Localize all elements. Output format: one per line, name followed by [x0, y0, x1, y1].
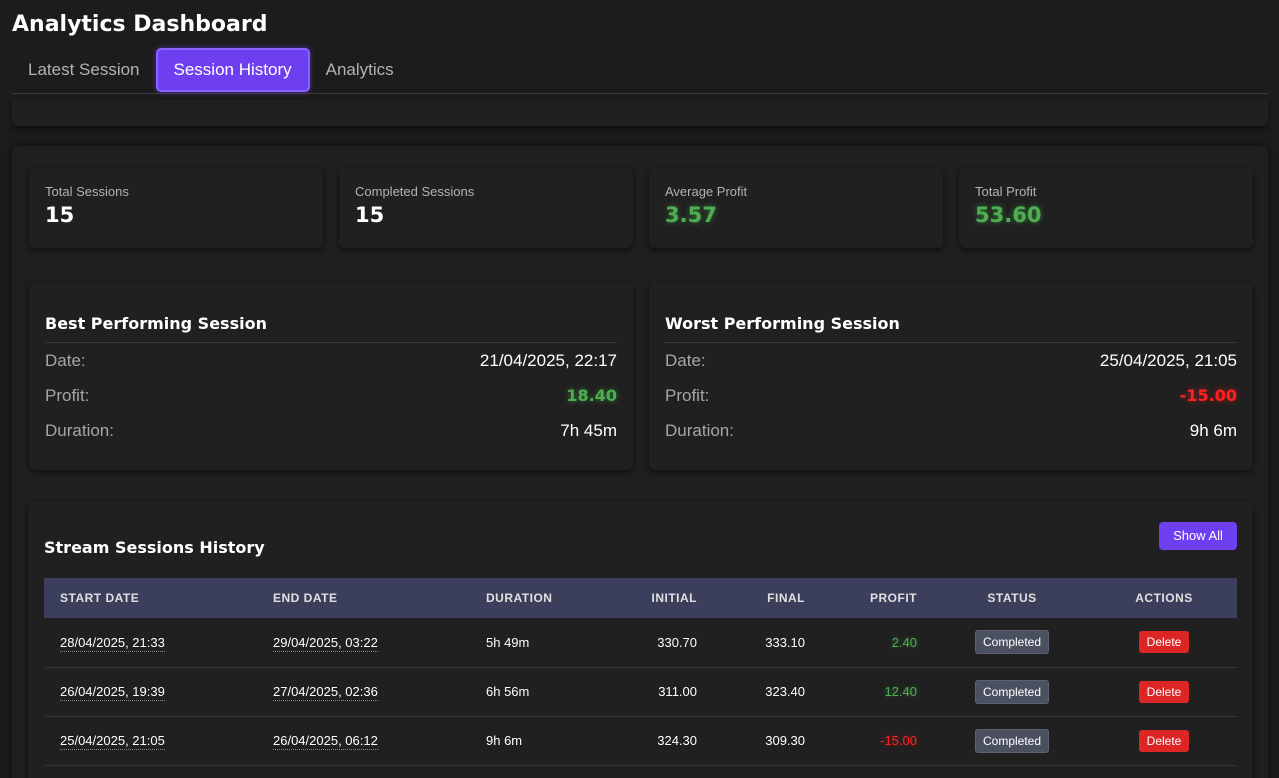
delete-button[interactable]: Delete	[1138, 680, 1190, 703]
status-badge: Completed	[974, 630, 1050, 655]
start-date-cell: 26/04/2025, 19:39	[44, 667, 257, 716]
best-session-card: Best Performing Session Date: 21/04/2025…	[29, 282, 633, 470]
stat-label: Completed Sessions	[355, 184, 475, 199]
delete-button[interactable]: Delete	[1138, 631, 1190, 654]
stat-value: 53.60	[975, 203, 1042, 227]
stat-value: 3.57	[665, 203, 717, 227]
duration-label: Duration:	[665, 420, 734, 440]
delete-button[interactable]: Delete	[1138, 729, 1190, 752]
profit-label: Profit:	[665, 385, 710, 405]
actions-cell: Delete	[1091, 618, 1237, 667]
duration-cell: 9h 6m	[486, 733, 523, 748]
col-profit[interactable]: PROFIT	[870, 591, 917, 605]
stat-value: 15	[45, 203, 75, 227]
tab-latest-session[interactable]: Latest Session	[28, 60, 140, 79]
table-row: 28/04/2025, 21:33 29/04/2025, 03:22 5h 4…	[44, 618, 1237, 667]
table-row: 26/04/2025, 19:39 27/04/2025, 02:36 6h 5…	[44, 667, 1237, 716]
start-date-cell: 28/04/2025, 21:33	[44, 618, 257, 667]
col-actions: ACTIONS	[1135, 591, 1193, 605]
date-value: 21/04/2025, 22:17	[479, 350, 617, 370]
stat-card-total-sessions: Total Sessions 15	[29, 168, 323, 248]
worst-session-title: Worst Performing Session	[665, 314, 1237, 343]
table-row	[44, 765, 1237, 778]
col-end-date[interactable]: END DATE	[273, 591, 338, 605]
end-date-cell: 27/04/2025, 02:36	[257, 667, 470, 716]
stat-label: Total Sessions	[45, 184, 129, 199]
page-title: Analytics Dashboard	[12, 12, 268, 37]
stat-card-completed-sessions: Completed Sessions 15	[339, 168, 633, 248]
duration-cell: 6h 56m	[486, 684, 530, 699]
end-date-cell: 26/04/2025, 06:12	[257, 716, 470, 765]
best-session-title: Best Performing Session	[45, 314, 617, 343]
best-profit-row: Profit: 18.40	[45, 378, 617, 413]
tab-session-history[interactable]: Session History	[155, 48, 310, 92]
stat-label: Total Profit	[975, 184, 1037, 199]
header-panel-edge	[12, 100, 1268, 126]
best-duration-row: Duration: 7h 45m	[45, 413, 617, 448]
worst-duration-row: Duration: 9h 6m	[665, 413, 1237, 448]
table-header-row: START DATE END DATE DURATION INITIAL FIN…	[44, 578, 1237, 618]
stat-value: 15	[355, 203, 385, 227]
col-duration[interactable]: DURATION	[486, 591, 553, 605]
status-badge: Completed	[974, 679, 1050, 704]
date-value: 25/04/2025, 21:05	[1099, 350, 1237, 370]
col-start-date[interactable]: START DATE	[60, 591, 140, 605]
duration-value: 9h 6m	[1189, 420, 1237, 440]
duration-label: Duration:	[45, 420, 114, 440]
col-initial[interactable]: INITIAL	[651, 591, 697, 605]
history-title: Stream Sessions History	[44, 538, 265, 557]
end-date: 29/04/2025, 03:22	[273, 634, 378, 652]
tab-bar: Latest Session Session History Analytics	[12, 48, 1268, 94]
status-badge: Completed	[974, 728, 1050, 753]
worst-date-row: Date: 25/04/2025, 21:05	[665, 343, 1237, 378]
final-cell: 323.40	[765, 684, 805, 699]
profit-cell: 12.40	[884, 684, 917, 699]
partial-row	[44, 765, 1237, 778]
stat-label: Average Profit	[665, 184, 748, 199]
start-date: 26/04/2025, 19:39	[60, 684, 165, 701]
col-status[interactable]: STATUS	[987, 591, 1037, 605]
profit-value: 18.40	[566, 386, 617, 405]
start-date: 25/04/2025, 21:05	[60, 733, 165, 750]
date-label: Date:	[665, 350, 706, 370]
final-cell: 333.10	[765, 634, 805, 650]
sessions-history-card: Stream Sessions History Show All START D…	[28, 502, 1253, 778]
status-cell: Completed	[933, 716, 1091, 765]
end-date: 27/04/2025, 02:36	[273, 684, 378, 701]
sessions-table: START DATE END DATE DURATION INITIAL FIN…	[44, 578, 1237, 778]
table-row: 25/04/2025, 21:05 26/04/2025, 06:12 9h 6…	[44, 716, 1237, 765]
duration-cell: 5h 49m	[486, 634, 530, 650]
date-label: Date:	[45, 350, 86, 370]
status-cell: Completed	[933, 667, 1091, 716]
profit-cell: 2.40	[891, 634, 917, 650]
stat-card-total-profit: Total Profit 53.60	[959, 168, 1253, 248]
final-cell: 309.30	[765, 733, 805, 748]
show-all-button[interactable]: Show All	[1159, 522, 1237, 550]
actions-cell: Delete	[1091, 667, 1237, 716]
profit-label: Profit:	[45, 385, 90, 405]
best-date-row: Date: 21/04/2025, 22:17	[45, 343, 617, 378]
end-date-cell: 29/04/2025, 03:22	[257, 618, 470, 667]
col-final[interactable]: FINAL	[767, 591, 805, 605]
end-date: 26/04/2025, 06:12	[273, 733, 378, 750]
start-date: 28/04/2025, 21:33	[60, 634, 165, 652]
actions-cell: Delete	[1091, 716, 1237, 765]
initial-cell: 330.70	[657, 634, 697, 650]
worst-session-card: Worst Performing Session Date: 25/04/202…	[649, 282, 1253, 470]
start-date-cell: 25/04/2025, 21:05	[44, 716, 257, 765]
status-cell: Completed	[933, 618, 1091, 667]
profit-value: -15.00	[1179, 386, 1237, 405]
initial-cell: 324.30	[657, 733, 697, 748]
tab-analytics[interactable]: Analytics	[325, 60, 394, 79]
duration-value: 7h 45m	[560, 420, 617, 440]
worst-profit-row: Profit: -15.00	[665, 378, 1237, 413]
profit-cell: -15.00	[880, 733, 917, 748]
initial-cell: 311.00	[658, 684, 697, 699]
stat-card-average-profit: Average Profit 3.57	[649, 168, 943, 248]
